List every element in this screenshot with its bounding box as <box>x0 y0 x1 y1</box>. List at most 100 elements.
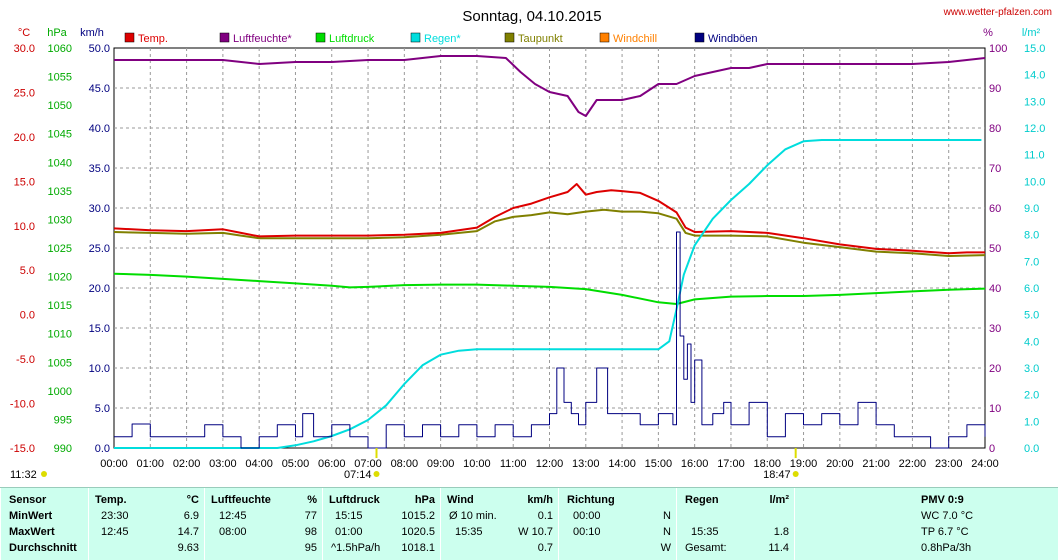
col-temp: Temp. °C 23:30 6.9 12:45 14.7 9.63 <box>88 488 205 560</box>
temp-tick-label: -15.0 <box>10 443 35 455</box>
x-tick-label: 00:00 <box>100 458 128 470</box>
legend-swatch-temp <box>124 32 135 43</box>
rain-tick-label: 13.0 <box>1024 96 1045 108</box>
rain-tick-label: 12.0 <box>1024 123 1045 135</box>
pressure-tick-label: 995 <box>54 414 72 426</box>
header-pressure: Luftdruck <box>329 494 380 506</box>
header-wind-unit: km/h <box>527 494 553 506</box>
wind-tick-label: 20.0 <box>89 283 110 295</box>
press-max-time: 01:00 <box>335 526 363 538</box>
temp-tick-label: 25.0 <box>14 87 35 99</box>
col-rain: Regen l/m² 15:35 1.8 Gesamt: 11.4 <box>676 488 795 560</box>
dir-avg-value: W <box>660 542 671 554</box>
rain-tick-label: 1.0 <box>1024 416 1039 428</box>
wind-avg-value: 0.7 <box>537 542 553 554</box>
rain-total-label: Gesamt: <box>685 542 727 554</box>
x-tick-label: 09:00 <box>427 458 455 470</box>
col-humidity: Luftfeuchte % 12:45 77 08:00 98 95 <box>204 488 323 560</box>
rain-tick-label: 11.0 <box>1024 150 1045 162</box>
col-wind: Wind km/h Ø 10 min. 0.1 15:35 W 10.7 0.7 <box>440 488 559 560</box>
rain-tick-label: 5.0 <box>1024 310 1039 322</box>
header-temp: Temp. <box>95 494 127 506</box>
chart-title: Sonntag, 04.10.2015 <box>462 8 601 25</box>
humidity-tick-label: 100 <box>989 43 1007 55</box>
header-direction: Richtung <box>567 494 615 506</box>
sunset-label: 18:47 <box>763 469 791 481</box>
legend-label-gust: Windböen <box>708 33 758 45</box>
temp-unit-label: °C <box>18 27 30 39</box>
wind-min-value: 0.1 <box>537 510 553 522</box>
temp-tick-label: 20.0 <box>14 132 35 144</box>
pressure-tick-label: 1020 <box>48 272 72 284</box>
x-tick-label: 06:00 <box>318 458 346 470</box>
humidity-tick-label: 40 <box>989 283 1001 295</box>
wind-tick-label: 40.0 <box>89 123 110 135</box>
header-pressure-unit: hPa <box>414 494 435 506</box>
temp-tick-label: -10.0 <box>10 399 35 411</box>
pressure-tick-label: 1000 <box>48 386 72 398</box>
row-label-min: MinWert <box>9 510 53 522</box>
x-tick-label: 03:00 <box>209 458 237 470</box>
humidity-unit-label: % <box>983 27 993 39</box>
humidity-tick-label: 60 <box>989 203 1001 215</box>
series-line-windböen <box>114 231 986 449</box>
weather-chart: 30.0 25.0 20.0 15.0 10.0 5.0 0.0 -5.0 -10.0 -15.0… <box>10 7 1052 481</box>
wind-unit-label: km/h <box>80 27 104 39</box>
rain-tick-label: 6.0 <box>1024 283 1039 295</box>
pmv-pressure-trend: 0.8hPa/3h <box>921 542 972 554</box>
site-link[interactable]: www.wetter-pfalzen.com <box>943 7 1052 18</box>
rain-unit-label: l/m² <box>1022 27 1041 39</box>
wind-tick-label: 30.0 <box>89 203 110 215</box>
rain-tick-label: 4.0 <box>1024 336 1039 348</box>
dir-max-value: N <box>663 526 671 538</box>
rain-max-value: 1.8 <box>773 526 789 538</box>
series-line-luftdruck <box>113 272 986 305</box>
col-sensor: Sensor MinWert MaxWert Durchschnitt <box>0 488 89 560</box>
humidity-tick-label: 50 <box>989 243 1001 255</box>
press-max-value: 1020.5 <box>401 526 435 538</box>
sunset-dot <box>792 471 799 477</box>
wind-min-label: Ø 10 min. <box>449 510 497 522</box>
press-avg-value: 1018.1 <box>401 542 435 554</box>
col-direction: Richtung 00:00 N 00:10 N W <box>558 488 677 560</box>
wind-tick-label: 45.0 <box>89 83 110 95</box>
pressure-tick-label: 1005 <box>48 357 72 369</box>
header-pmv: PMV 0:9 <box>921 494 964 506</box>
temp-min-value: 6.9 <box>183 510 199 522</box>
temp-max-time: 12:45 <box>101 526 129 538</box>
wind-tick-label: 10.0 <box>89 363 110 375</box>
axes: 30.0 25.0 20.0 15.0 10.0 5.0 0.0 -5.0 -10.0 -15.0… <box>10 27 1046 481</box>
legend-label-rain: Regen* <box>424 33 461 45</box>
header-humidity: Luftfeuchte <box>211 494 271 506</box>
pressure-tick-label: 1010 <box>48 329 72 341</box>
wind-max-time: 15:35 <box>455 526 483 538</box>
rain-total-value: 11.4 <box>768 542 789 554</box>
pressure-tick-label: 1045 <box>48 129 72 141</box>
legend-label-chill: Windchill <box>613 33 657 45</box>
legend-swatch-chill <box>599 32 610 43</box>
rain-tick-label: 8.0 <box>1024 230 1039 242</box>
x-tick-label: 17:00 <box>717 458 745 470</box>
wind-tick-label: 25.0 <box>89 243 110 255</box>
x-tick-label: 02:00 <box>173 458 201 470</box>
legend: Temp. Luftfeuchte* Luftdruck Regen* Taupunkt… <box>124 32 758 45</box>
legend-label-dew: Taupunkt <box>518 33 563 45</box>
dir-min-value: N <box>663 510 671 522</box>
dir-min-time: 00:00 <box>573 510 601 522</box>
wind-tick-label: 0.0 <box>95 443 110 455</box>
dir-max-time: 00:10 <box>573 526 601 538</box>
hum-min-value: 77 <box>304 510 317 522</box>
humidity-tick-label: 30 <box>989 323 1001 335</box>
x-tick-label: 01:00 <box>137 458 165 470</box>
series-line-temp <box>113 183 985 255</box>
humidity-tick-label: 80 <box>989 123 1001 135</box>
x-tick-label: 11:00 <box>500 458 527 470</box>
header-wind: Wind <box>447 494 474 506</box>
x-tick-label: 14:00 <box>608 458 636 470</box>
legend-swatch-rain <box>410 32 421 43</box>
series-line-regen <box>114 139 982 449</box>
x-tick-label: 24:00 <box>971 458 999 470</box>
temp-min-time: 23:30 <box>101 510 129 522</box>
stats-table: Sensor MinWert MaxWert Durchschnitt Temp… <box>0 487 1058 560</box>
wind-tick-label: 15.0 <box>89 323 110 335</box>
